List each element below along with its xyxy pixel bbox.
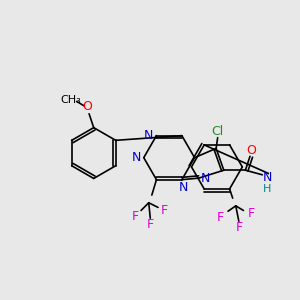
Text: H: H [263, 184, 271, 194]
Text: F: F [147, 218, 154, 231]
Text: N: N [144, 129, 153, 142]
Text: N: N [131, 151, 141, 164]
Text: F: F [248, 207, 255, 220]
Text: F: F [160, 204, 168, 217]
Text: F: F [235, 221, 242, 234]
Text: O: O [247, 144, 256, 157]
Text: N: N [200, 172, 210, 184]
Text: N: N [179, 181, 188, 194]
Text: Cl: Cl [212, 125, 224, 138]
Text: O: O [82, 100, 92, 112]
Text: F: F [131, 210, 138, 223]
Text: F: F [217, 211, 224, 224]
Text: N: N [262, 171, 272, 184]
Text: CH₃: CH₃ [60, 95, 81, 105]
